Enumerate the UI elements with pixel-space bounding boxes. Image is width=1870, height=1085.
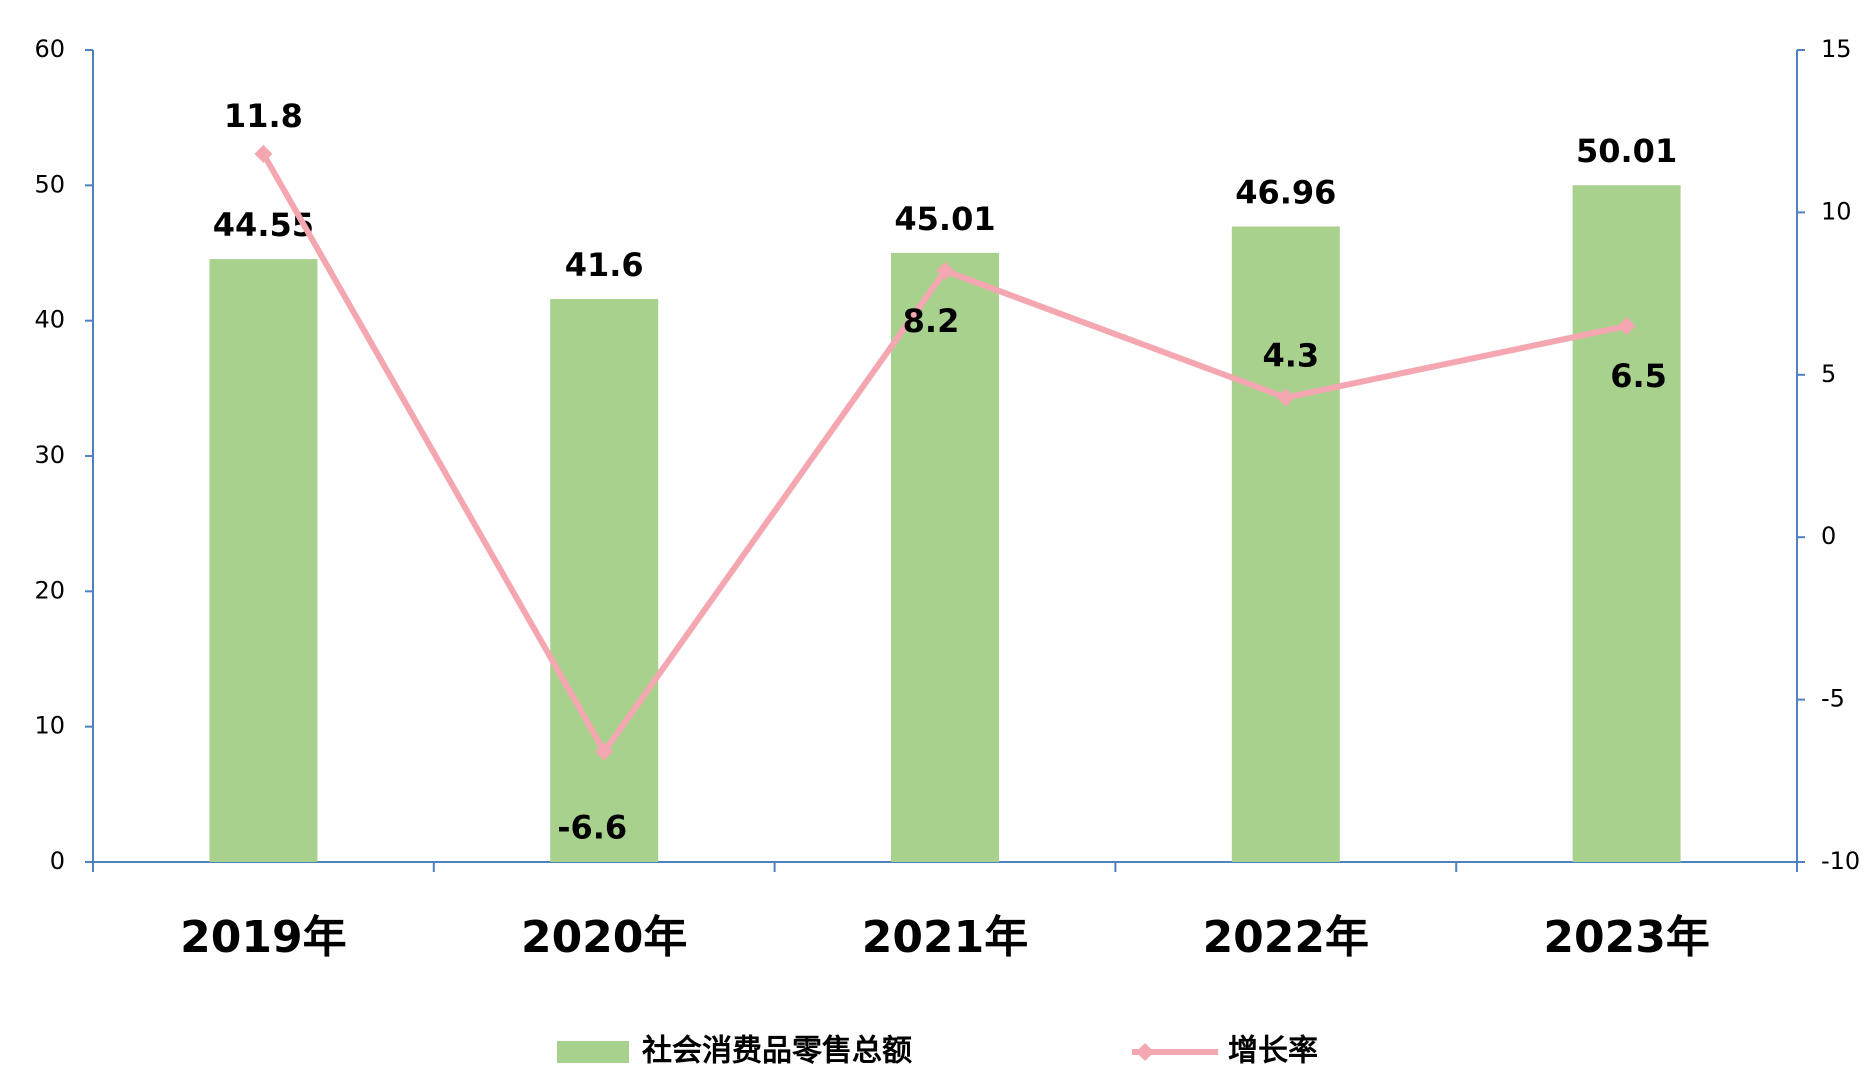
bar-value-label: 46.96: [1235, 173, 1336, 211]
y-tick-label: 50: [34, 170, 65, 198]
line-value-label: 6.5: [1610, 357, 1667, 395]
y-tick-label: 10: [34, 712, 65, 740]
y2-tick-label: 10: [1821, 197, 1852, 225]
line-marker: [936, 261, 954, 280]
bar: [209, 259, 318, 863]
y-tick-label: 30: [34, 441, 65, 469]
bar-value-label: 50.01: [1576, 132, 1677, 170]
y2-tick-label: 15: [1821, 35, 1852, 63]
line-value-label: 11.8: [224, 97, 303, 135]
y2-tick-label: -10: [1821, 847, 1860, 875]
line-value-label: 8.2: [903, 302, 960, 340]
bar: [1231, 226, 1340, 862]
y2-tick-label: -5: [1821, 685, 1845, 713]
bar: [550, 299, 659, 863]
legend-label: 增长率: [1228, 1034, 1318, 1069]
legend-swatch: [557, 1041, 629, 1063]
bar-value-label: 45.01: [894, 200, 995, 238]
x-tick-label: 2021年: [862, 912, 1028, 963]
line-marker: [1276, 388, 1295, 407]
y2-tick-label: 5: [1821, 360, 1836, 388]
x-tick-label: 2022年: [1203, 912, 1369, 963]
x-tick-label: 2020年: [521, 912, 687, 963]
legend-label: 社会消费品零售总额: [642, 1034, 912, 1069]
line-value-label: 4.3: [1262, 337, 1319, 375]
line-marker: [254, 144, 273, 163]
y-tick-label: 40: [34, 306, 65, 334]
bar-value-label: 41.6: [565, 246, 644, 284]
line-marker: [595, 742, 614, 761]
x-tick-label: 2019年: [180, 912, 346, 963]
y-tick-label: 20: [34, 576, 65, 604]
line-marker: [1617, 317, 1636, 336]
y2-tick-label: 0: [1821, 522, 1836, 550]
bar: [891, 252, 999, 862]
y-tick-label: 60: [34, 35, 65, 63]
bar: [1572, 185, 1681, 862]
y-tick-label: 0: [50, 847, 65, 875]
line-value-label: -6.6: [557, 809, 627, 847]
x-tick-label: 2023年: [1543, 912, 1709, 963]
legend-marker: [1136, 1043, 1154, 1061]
